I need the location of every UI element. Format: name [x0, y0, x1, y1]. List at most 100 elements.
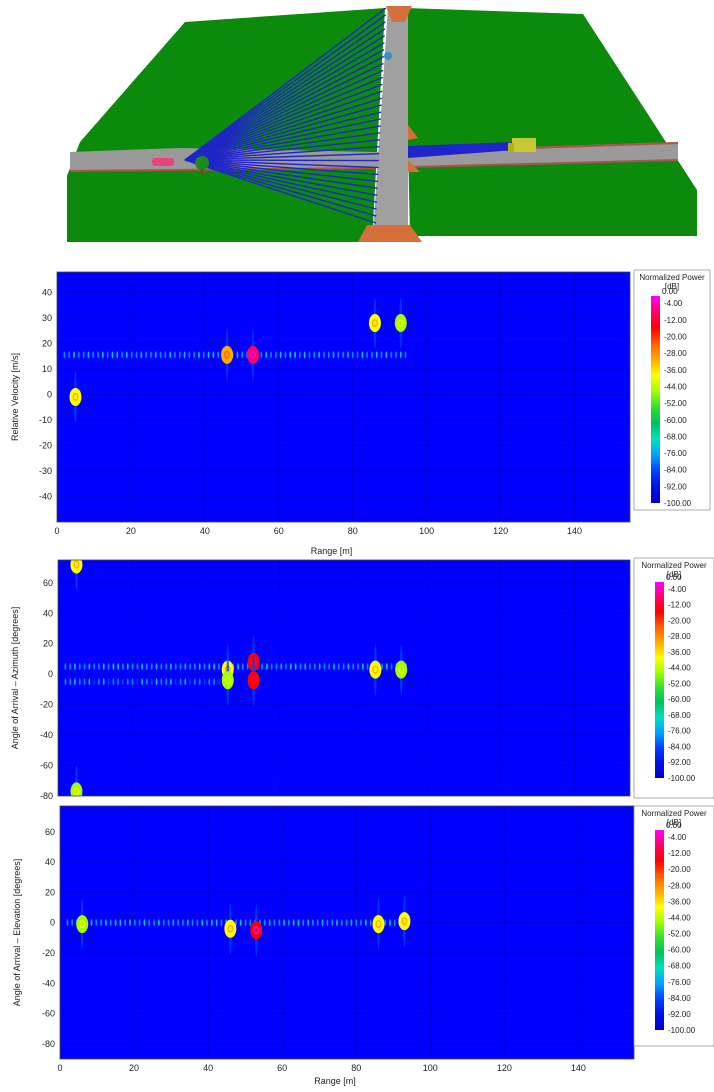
radar-ray — [184, 55, 385, 161]
radar-ray — [184, 90, 383, 161]
colorbar-label: -4.00 — [668, 833, 687, 842]
colorbar-label: -44.00 — [664, 382, 687, 391]
streak-mark — [162, 919, 165, 927]
y-tick-label: -20 — [39, 440, 52, 450]
streak-mark — [304, 663, 307, 671]
y-tick-label: -80 — [40, 791, 53, 800]
streak-mark — [194, 663, 196, 671]
streak-mark — [198, 351, 200, 359]
streak-mark — [298, 351, 301, 359]
x-tick-label: 100 — [423, 1063, 438, 1073]
streak-mark — [112, 663, 115, 671]
streak-mark — [270, 663, 273, 671]
streak-mark — [366, 351, 369, 359]
colorbar-label: -28.00 — [668, 632, 691, 641]
streak-mark — [355, 919, 358, 927]
hotspot-mark — [74, 788, 79, 794]
streak-mark — [122, 663, 124, 671]
plot-area — [58, 560, 630, 796]
streak-mark — [101, 351, 104, 359]
streak-mark — [114, 919, 117, 927]
streak-mark — [90, 919, 93, 927]
x-tick-label: 140 — [571, 1063, 586, 1073]
x-tick-label: 60 — [274, 526, 284, 536]
streak-mark — [366, 663, 369, 671]
streak-mark — [292, 919, 295, 927]
streak-mark — [308, 351, 311, 359]
hotspot-mark — [376, 921, 381, 927]
streak-mark — [73, 351, 75, 359]
streak-mark — [146, 663, 148, 671]
radar-ray — [184, 152, 380, 161]
y-tick-label: -80 — [42, 1039, 55, 1049]
streak-mark — [107, 663, 110, 671]
streak-mark — [385, 663, 388, 671]
streak-mark — [66, 919, 69, 927]
streak-mark — [303, 351, 306, 359]
streak-mark — [184, 663, 187, 671]
colorbar-title: Normalized Power — [641, 809, 707, 818]
colorbar-unit: [dB] — [667, 570, 681, 579]
colorbar-title: Normalized Power — [641, 561, 707, 570]
streak-mark — [160, 678, 163, 686]
colorbar-label: -68.00 — [668, 962, 691, 971]
streak-mark — [159, 351, 162, 359]
streak-mark — [385, 351, 388, 359]
streak-mark — [283, 919, 285, 927]
streak-mark — [347, 351, 349, 359]
hotspot-mark — [399, 320, 403, 326]
plot-frame — [56, 271, 631, 523]
streak-mark — [88, 678, 91, 686]
streak-mark — [236, 351, 239, 359]
streak-mark — [64, 678, 67, 686]
streak-mark — [395, 351, 397, 359]
road-vertical — [373, 6, 408, 235]
streak-mark — [270, 351, 272, 359]
streak-mark — [150, 663, 153, 671]
colorbar-label: -84.00 — [664, 466, 687, 475]
y-tick-label: 40 — [45, 857, 55, 867]
radar-ray — [184, 42, 385, 161]
streak-mark — [69, 678, 72, 686]
streak-mark — [342, 663, 345, 671]
radar-ray — [184, 49, 385, 161]
streak-mark — [323, 351, 325, 359]
streak-mark — [273, 919, 276, 927]
colorbar-label: -20.00 — [668, 616, 691, 625]
x-tick-label: 80 — [351, 1063, 361, 1073]
streak-mark — [170, 678, 172, 686]
ground-right — [405, 8, 697, 236]
y-tick-label: -40 — [40, 730, 53, 740]
streak-mark — [131, 663, 134, 671]
streak-mark — [313, 663, 316, 671]
colorbar-label: 0.00 — [662, 287, 678, 296]
streak-mark — [178, 351, 181, 359]
y-tick-label: -40 — [39, 491, 52, 501]
x-tick-label: 60 — [277, 1063, 287, 1073]
streak-mark — [169, 351, 172, 359]
streak-mark — [263, 919, 266, 927]
colorbar-label: -92.00 — [668, 758, 691, 767]
streak-mark — [336, 919, 338, 927]
x-tick-label: 140 — [567, 526, 582, 536]
streak-mark — [95, 919, 98, 927]
colorbar-label: -68.00 — [668, 711, 691, 720]
hotspot-mark — [228, 926, 233, 932]
hotspot-mark — [373, 667, 378, 673]
streak-mark — [390, 663, 393, 671]
streak-mark — [82, 351, 85, 359]
streak-mark — [381, 663, 383, 671]
streak-mark — [328, 663, 331, 671]
streak-mark — [170, 663, 172, 671]
streak-mark — [237, 663, 239, 671]
streak-mark — [68, 351, 71, 359]
radar-ray — [184, 159, 379, 162]
colorbar-label: -60.00 — [668, 946, 691, 955]
streak-mark — [107, 678, 110, 686]
radar-ray — [184, 83, 383, 161]
colorbar-label: -84.00 — [668, 742, 691, 751]
streak-mark — [321, 919, 324, 927]
streak-mark — [203, 678, 206, 686]
streak-mark — [164, 351, 167, 359]
streak-mark — [404, 351, 407, 359]
